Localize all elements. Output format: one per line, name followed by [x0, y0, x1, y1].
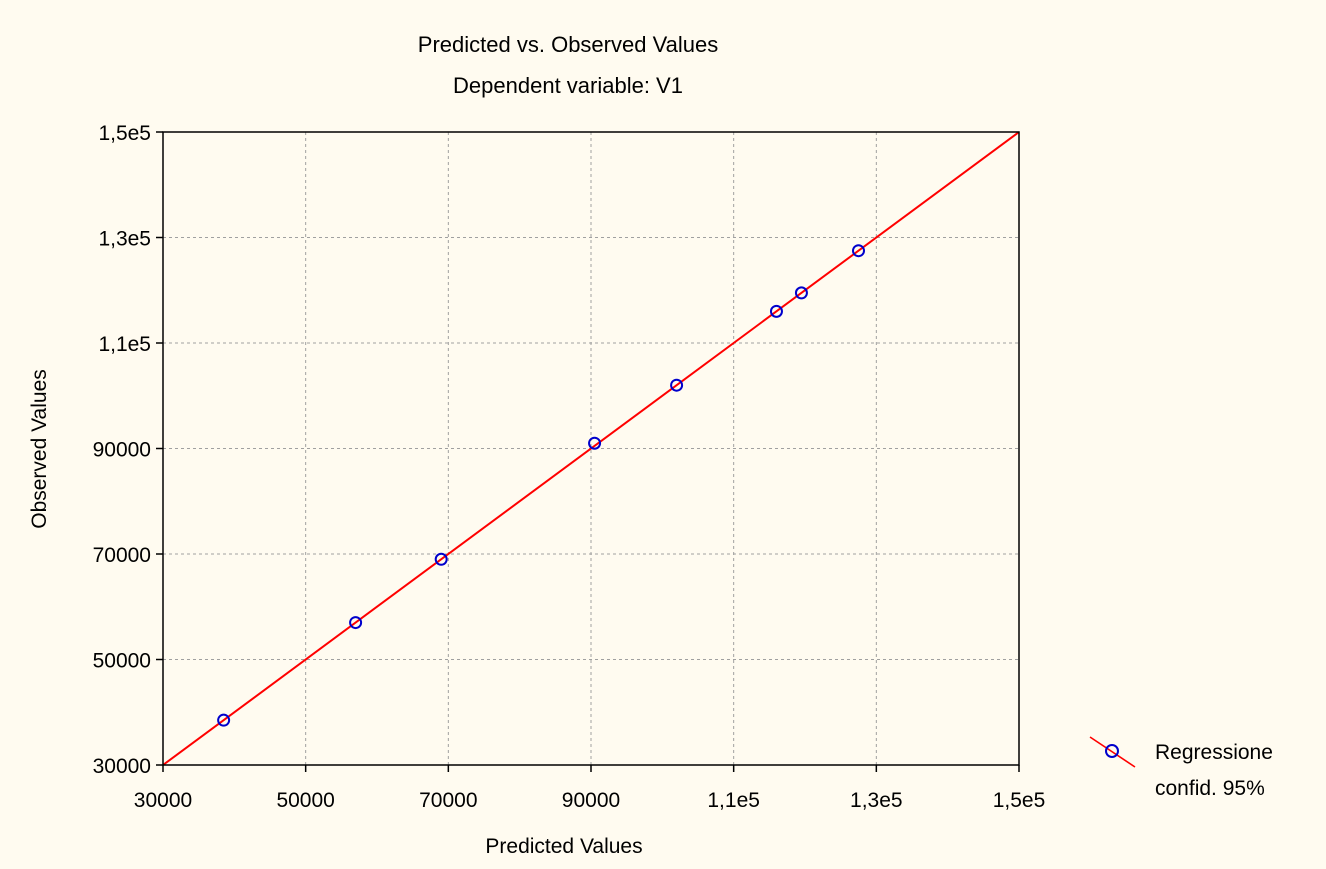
y-tick-label: 30000	[93, 755, 151, 778]
x-tick-label: 70000	[419, 789, 477, 812]
data-point	[670, 378, 684, 392]
chart-title: Predicted vs. Observed Values	[418, 32, 718, 57]
y-tick-label: 1,1e5	[98, 333, 151, 356]
data-point	[434, 552, 448, 566]
x-tick-label: 30000	[134, 789, 192, 812]
x-tick-label: 1,5e5	[993, 789, 1046, 812]
data-point	[217, 713, 231, 727]
axis-ticks: 30000 50000 70000 90000 1,1e5 1,3e5 1,5e5 30000…	[93, 122, 1046, 812]
legend-line-swatch	[1089, 736, 1136, 768]
legend-entry-confid: confid. 95%	[1155, 777, 1265, 800]
y-tick-label: 70000	[93, 544, 151, 567]
legend-marker-swatch	[1105, 744, 1119, 758]
y-tick-label: 1,3e5	[98, 228, 151, 251]
y-tick-label: 90000	[93, 439, 151, 462]
legend-entry-regressione: Regressione	[1155, 741, 1273, 764]
x-tick-label: 50000	[276, 789, 334, 812]
y-tick-label: 1,5e5	[98, 122, 151, 145]
data-point	[852, 244, 865, 258]
y-axis-label: Observed Values	[28, 369, 51, 529]
data-points	[217, 244, 865, 727]
data-point	[349, 616, 363, 630]
x-tick-label: 90000	[562, 789, 620, 812]
x-axis-label: Predicted Values	[485, 835, 642, 858]
y-tick-label: 50000	[93, 650, 151, 673]
legend: Regressione confid. 95%	[1089, 736, 1273, 800]
x-tick-label: 1,1e5	[707, 789, 760, 812]
x-tick-label: 1,3e5	[850, 789, 903, 812]
chart-subtitle: Dependent variable: V1	[453, 73, 683, 98]
data-point	[769, 304, 783, 318]
data-point	[588, 436, 602, 450]
data-point	[794, 286, 808, 300]
